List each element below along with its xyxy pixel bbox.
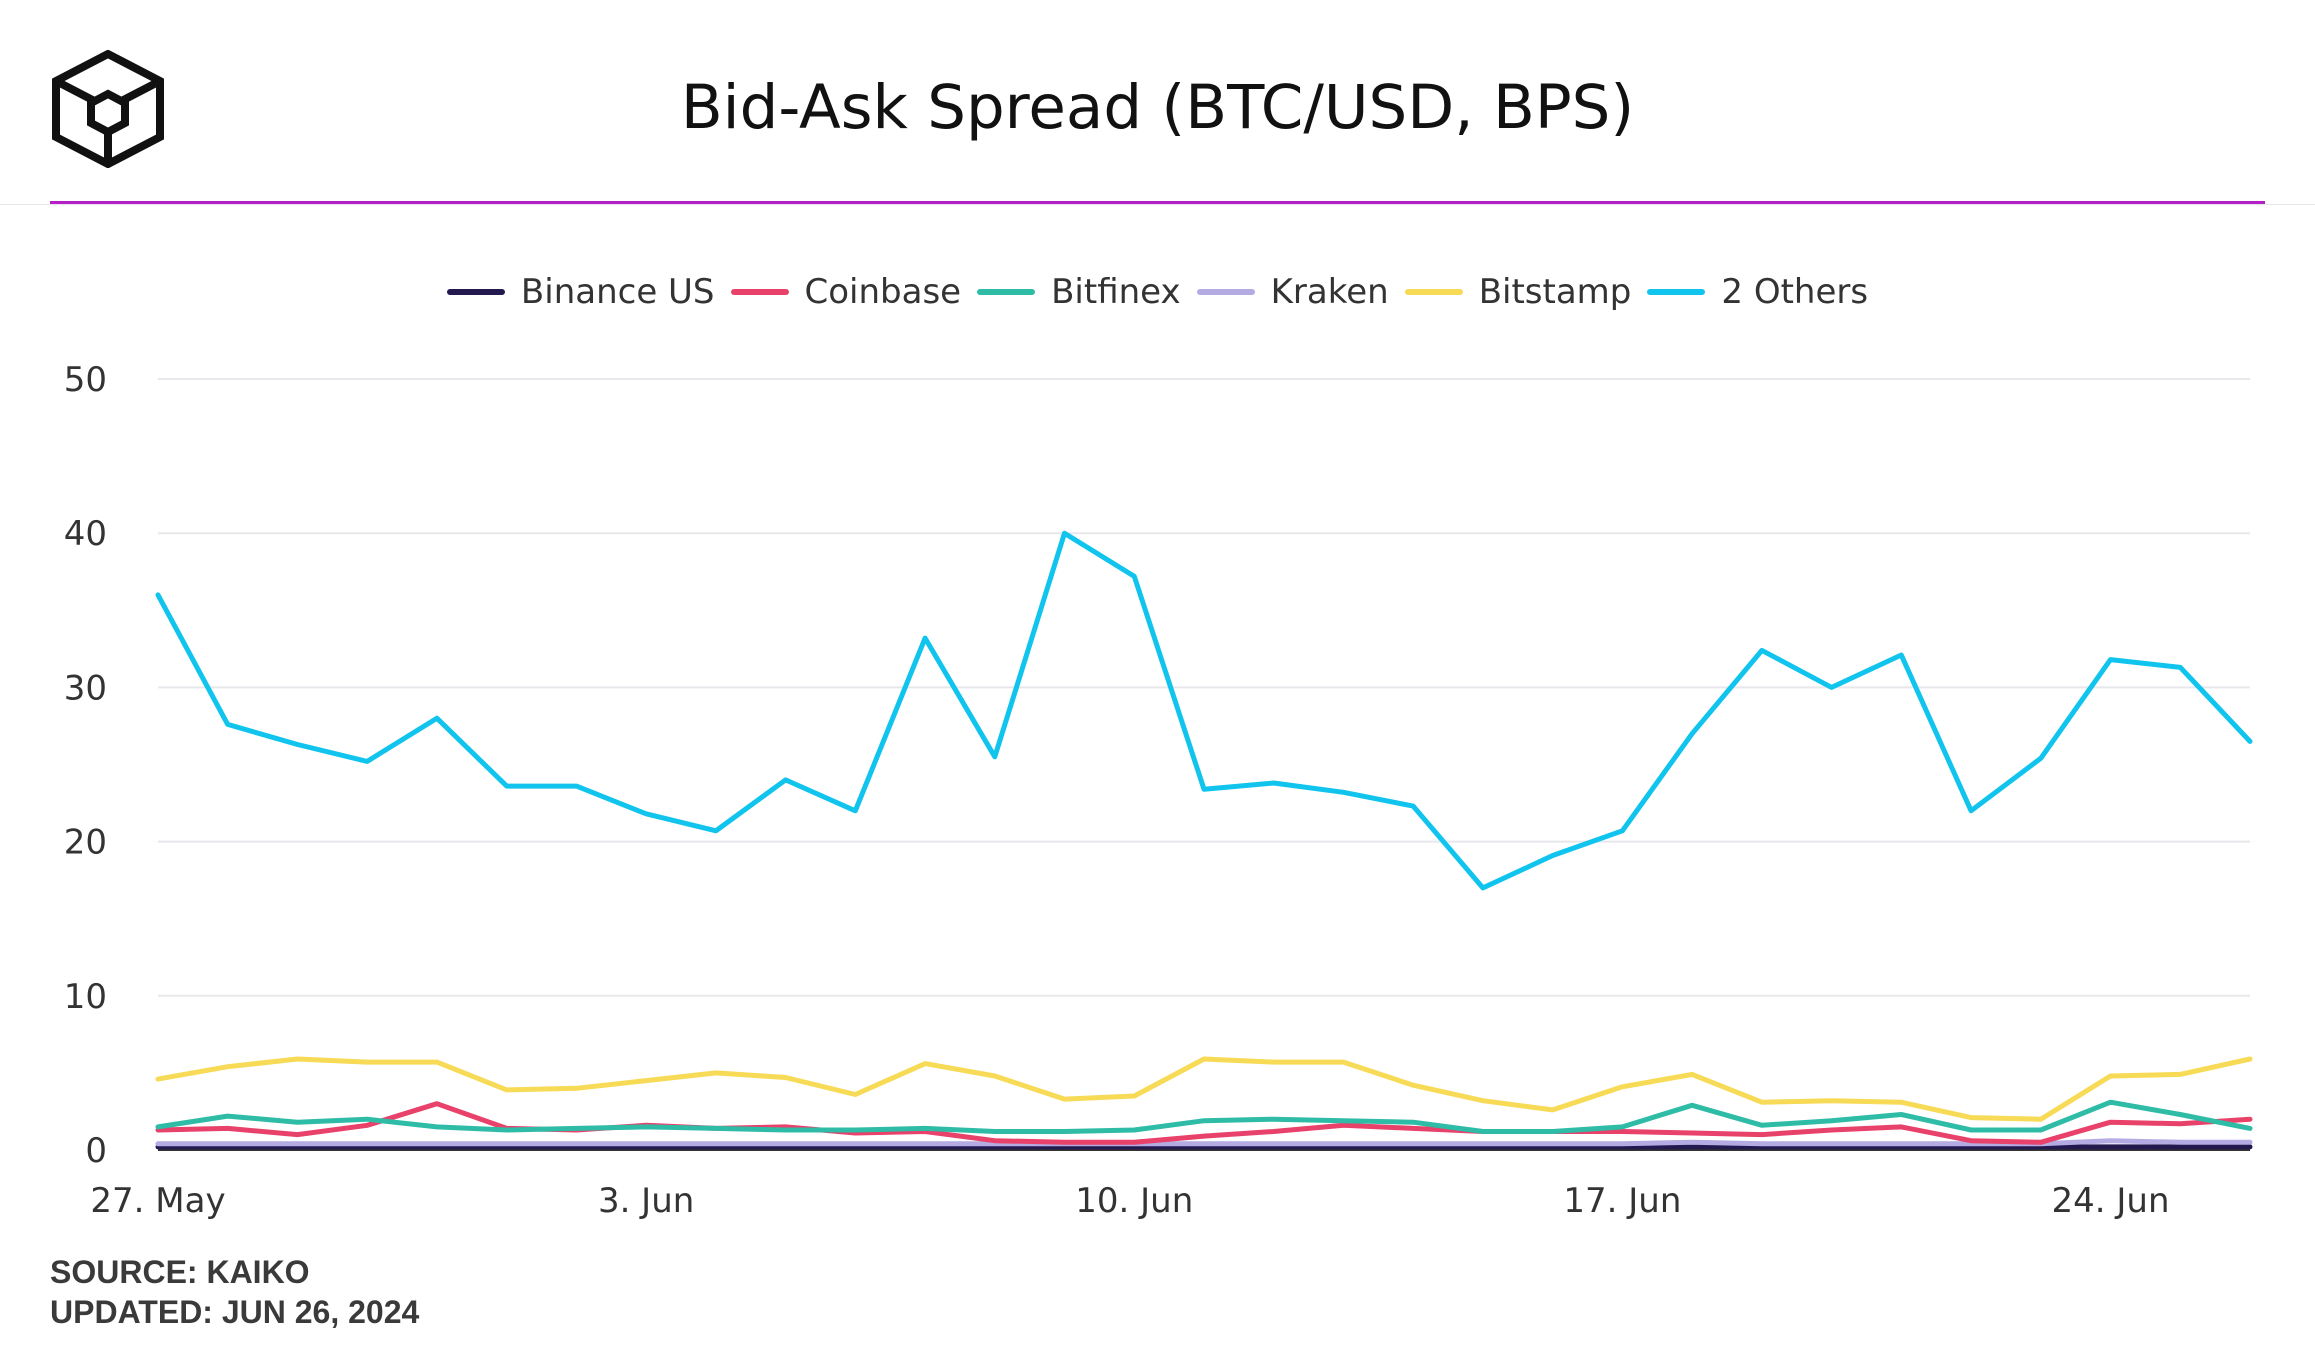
chart-footer: SOURCE: KAIKO UPDATED: JUN 26, 2024 [50,1252,419,1332]
x-tick-label: 24. Jun [2052,1181,2170,1220]
series-line-2-others [155,530,2253,891]
legend-label: Coinbase [804,272,962,312]
block-logo-icon [52,50,164,168]
series-line-bitstamp [155,1056,2253,1122]
series-line-kraken [155,1138,2253,1147]
y-tick-label: 50 [64,360,107,400]
legend-label: Bitstamp [1478,272,1632,312]
legend-item[interactable]: Kraken [1196,272,1389,312]
legend-swatch [977,289,1036,295]
chart-legend: Binance US Coinbase Bitfinex Kraken Bitstamp… [0,272,2315,312]
series-line-bitfinex [155,1099,2253,1134]
legend-item[interactable]: Bitstamp [1404,272,1632,312]
legend-label: Bitfinex [1051,272,1181,312]
legend-swatch [1196,289,1255,295]
y-tick-label: 10 [64,977,107,1017]
line-chart: 0 10 20 30 40 50 27. May 3. Jun 10. Jun 17. Jun 24… [64,360,2253,1220]
x-tick-label: 17. Jun [1563,1181,1681,1220]
chart-header: Bid-Ask Spread (BTC/USD, BPS) [0,0,2315,205]
y-tick-label: 20 [64,823,107,863]
legend-label: Kraken [1270,272,1389,312]
y-tick-label: 30 [64,668,107,708]
legend-swatch [446,289,505,295]
accent-divider [50,201,2265,204]
legend-item[interactable]: Binance US [446,272,715,312]
y-tick-label: 40 [64,514,107,554]
legend-item[interactable]: Coinbase [730,272,962,312]
legend-item[interactable]: Bitfinex [977,272,1181,312]
x-tick-label: 3. Jun [598,1181,694,1220]
updated-note: UPDATED: JUN 26, 2024 [50,1294,420,1330]
chart-title: Bid-Ask Spread (BTC/USD, BPS) [680,72,1635,143]
legend-swatch [730,289,789,295]
x-tick-label: 10. Jun [1075,1181,1193,1220]
y-tick-label: 0 [85,1131,107,1171]
x-tick-label: 27. May [90,1181,225,1220]
legend-label: 2 Others [1721,272,1869,312]
legend-label: Binance US [520,272,715,312]
legend-item[interactable]: 2 Others [1647,272,1868,312]
legend-swatch [1647,289,1706,295]
source-note: SOURCE: KAIKO [50,1254,310,1290]
legend-swatch [1404,289,1463,295]
